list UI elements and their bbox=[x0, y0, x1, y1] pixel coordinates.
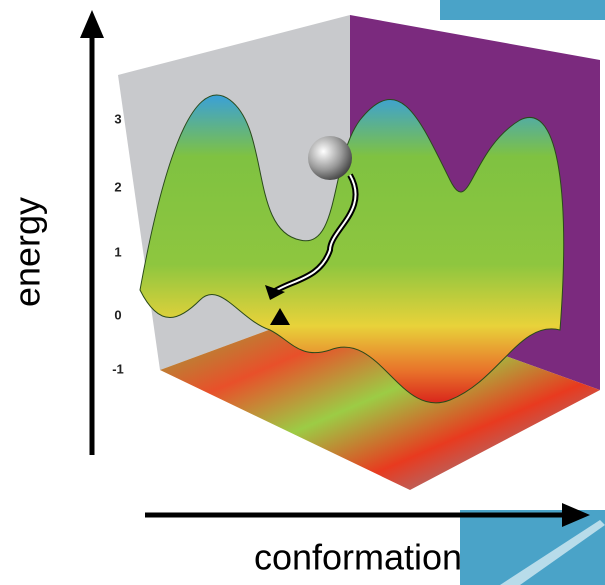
energy-landscape-figure: 3 2 1 0 -1 energy conformation bbox=[0, 0, 605, 585]
tick-label: 0 bbox=[114, 307, 121, 322]
y-arrowhead bbox=[80, 10, 104, 38]
ball bbox=[308, 136, 352, 180]
tick-label: 2 bbox=[114, 179, 121, 194]
tick-label: -1 bbox=[112, 361, 124, 376]
decor-top bbox=[440, 0, 605, 20]
tick-label: 1 bbox=[114, 244, 121, 259]
x-axis-label: conformation bbox=[254, 537, 462, 578]
tick-label: 3 bbox=[114, 111, 121, 126]
y-axis-label: energy bbox=[7, 197, 48, 307]
